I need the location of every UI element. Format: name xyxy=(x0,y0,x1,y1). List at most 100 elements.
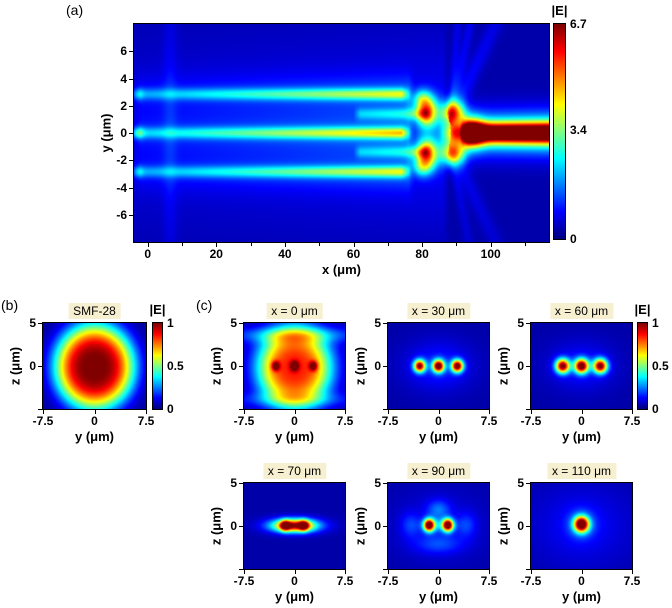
x-tick-label: 0 xyxy=(578,414,585,428)
x-tick-mark xyxy=(146,410,147,414)
x-axis-label: y (μm) xyxy=(418,429,459,444)
y-minor-tick-mark xyxy=(239,569,243,570)
colorbar-tick-label: 1 xyxy=(652,316,659,330)
y-tick-mark xyxy=(129,133,133,134)
x-tick-label: -7.5 xyxy=(32,414,54,428)
x-minor-tick-mark xyxy=(319,243,321,246)
x-tick-mark xyxy=(581,570,583,574)
heatmap-canvas-c2 xyxy=(388,323,489,409)
x-minor-tick-mark xyxy=(456,243,458,246)
y-tick-mark xyxy=(129,160,133,162)
x-axis-label: y (μm) xyxy=(274,429,315,444)
x-axis-label: y (μm) xyxy=(274,589,315,604)
heatmap-canvas-c3 xyxy=(531,323,632,409)
x-tick-label: -7.5 xyxy=(233,414,255,428)
x-tick-label: 7.5 xyxy=(336,574,354,588)
x-tick-mark xyxy=(345,570,346,574)
y-tick-label: 2 xyxy=(120,98,127,113)
y-tick-mark xyxy=(129,105,133,107)
y-tick-mark xyxy=(383,526,387,527)
x-tick-label: 20 xyxy=(209,247,223,261)
x-tick-mark xyxy=(490,243,492,247)
y-minor-tick-mark xyxy=(383,409,387,410)
y-axis-label: z (μm) xyxy=(352,506,368,546)
y-minor-tick-mark xyxy=(239,409,243,410)
y-tick-label: 5 xyxy=(29,316,36,330)
y-tick-label: 0 xyxy=(517,359,524,373)
x-tick-mark xyxy=(632,570,633,574)
x-tick-mark xyxy=(244,570,245,574)
x-axis-label: y (μm) xyxy=(561,429,602,444)
y-tick-label: 0 xyxy=(374,359,381,373)
x-tick-label: 7.5 xyxy=(480,574,498,588)
panel-b-label: (b) xyxy=(1,297,19,313)
y-tick-mark xyxy=(239,366,243,367)
x-tick-label: 0 xyxy=(435,574,442,588)
x-tick-mark xyxy=(438,410,440,414)
y-tick-mark xyxy=(383,323,387,324)
y-tick-label: 0 xyxy=(374,519,381,533)
y-axis-label: z (μm) xyxy=(495,346,511,386)
x-tick-label: -7.5 xyxy=(520,414,542,428)
y-tick-label: -4 xyxy=(116,180,127,195)
x-tick-label: -7.5 xyxy=(520,574,542,588)
x-tick-mark xyxy=(489,410,490,414)
y-tick-label: 5 xyxy=(374,476,381,490)
x-tick-mark xyxy=(294,410,296,414)
x-minor-tick-mark xyxy=(387,243,389,246)
x-tick-mark xyxy=(438,570,440,574)
y-tick-label: -2 xyxy=(116,153,127,168)
y-minor-tick-mark xyxy=(38,409,42,410)
colorbar-title: |E| xyxy=(149,302,166,317)
colorbar-gradient-b xyxy=(153,323,162,409)
y-tick-mark xyxy=(239,483,243,484)
heatmap-canvas-c1 xyxy=(244,323,345,409)
x-tick-mark xyxy=(284,243,286,247)
y-tick-mark xyxy=(526,323,530,324)
x-minor-tick-mark xyxy=(250,243,252,246)
y-tick-mark xyxy=(129,187,133,189)
x-tick-mark xyxy=(294,570,296,574)
colorbar-gradient-a xyxy=(554,24,565,239)
y-tick-label: 5 xyxy=(230,316,237,330)
y-axis-label: z (μm) xyxy=(495,506,511,546)
y-tick-label: 0 xyxy=(29,359,36,373)
x-tick-mark xyxy=(345,410,346,414)
x-tick-mark xyxy=(422,243,424,247)
plot-title: SMF-28 xyxy=(68,303,121,319)
x-tick-label: -7.5 xyxy=(377,574,399,588)
y-tick-label: 5 xyxy=(374,316,381,330)
y-tick-label: 6 xyxy=(120,44,127,59)
heatmap-canvas-b xyxy=(43,323,146,409)
x-axis-label: y (μm) xyxy=(561,589,602,604)
colorbar-panel-b: 1 0.5 0 |E| xyxy=(150,302,184,416)
heatmap-crosssection-x30: -7.5 0 7.5 5 0 y (μm) z (μm) x = 30 μm xyxy=(353,303,497,444)
heatmap-canvas-c6 xyxy=(531,483,632,569)
y-tick-mark xyxy=(526,526,530,527)
x-tick-mark xyxy=(632,410,633,414)
heatmap-canvas-c4 xyxy=(244,483,345,569)
heatmap-crosssection-x110: -7.5 0 7.5 5 0 y (μm) z (μm) x = 110 μm xyxy=(496,463,640,604)
heatmap-smf28: -7.5 0 7.5 5 0 y (μm) z (μm) SMF-28 xyxy=(8,303,154,444)
y-tick-label: -6 xyxy=(116,207,127,222)
x-axis-label: x (μm) xyxy=(321,262,362,277)
y-axis-label: z (μm) xyxy=(208,346,224,386)
y-tick-label: 5 xyxy=(517,316,524,330)
x-tick-mark xyxy=(581,410,583,414)
y-minor-tick-mark xyxy=(526,409,530,410)
x-axis-label: y (μm) xyxy=(74,429,115,444)
x-tick-label: 0 xyxy=(144,247,152,261)
heatmap-field-xy: 0 20 40 60 80 100 6 4 2 0 -2 -4 -6 x (μm) y (μm) xyxy=(99,23,550,277)
colorbar-panel-c: 1 0.5 0 |E| xyxy=(635,302,669,416)
y-minor-tick-mark xyxy=(526,569,530,570)
y-tick-mark xyxy=(239,323,243,324)
x-tick-mark xyxy=(43,410,44,414)
y-tick-mark xyxy=(526,366,530,367)
y-tick-label: 5 xyxy=(230,476,237,490)
x-tick-label: 7.5 xyxy=(623,414,641,428)
colorbar-tick-label: 0 xyxy=(570,232,577,246)
x-tick-label: 80 xyxy=(415,247,429,261)
colorbar-tick-label: 6.7 xyxy=(570,17,587,31)
x-minor-tick-mark xyxy=(182,243,184,246)
